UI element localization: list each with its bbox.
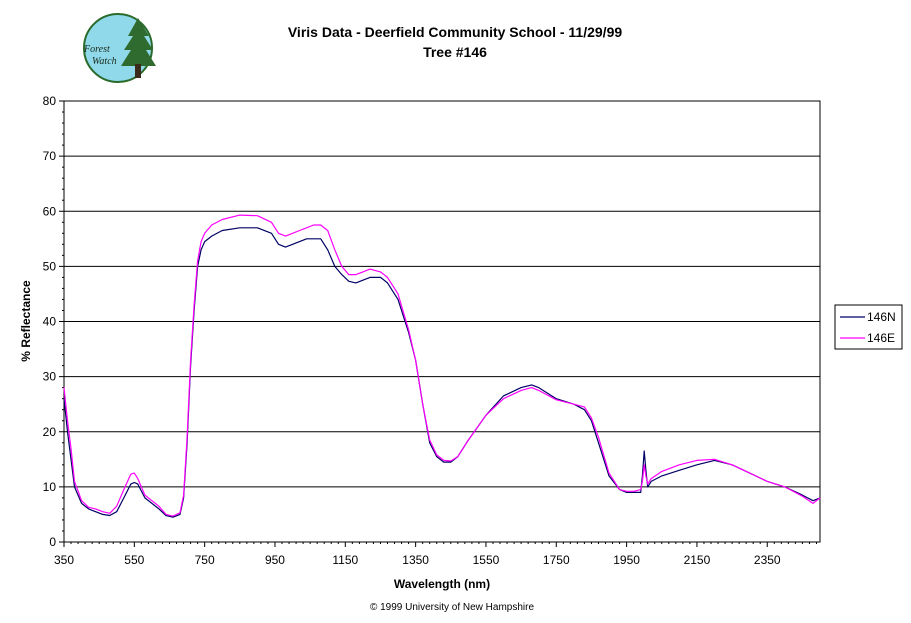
tree-trunk-icon [135, 64, 141, 78]
x-tick-label: 1150 [332, 553, 358, 567]
chart-subtitle: Tree #146 [423, 44, 487, 60]
x-tick-label: 2150 [684, 553, 711, 567]
logo-text-line2: Watch [92, 56, 117, 67]
legend-label-146N: 146N [867, 310, 896, 324]
y-tick-label: 60 [43, 204, 57, 218]
y-tick-label: 40 [43, 315, 57, 329]
forest-watch-logo: Forest Watch [83, 14, 156, 82]
copyright-text: © 1999 University of New Hampshire [370, 602, 535, 613]
x-tick-label: 950 [265, 553, 285, 567]
y-tick-label: 50 [43, 259, 57, 273]
x-tick-label: 1950 [613, 553, 640, 567]
y-tick-label: 30 [43, 370, 57, 384]
y-tick-label: 0 [49, 535, 56, 549]
legend-label-146E: 146E [867, 331, 895, 345]
y-axis: 0 10 20 30 40 50 60 70 80 [43, 94, 64, 549]
x-tick-label: 1350 [402, 553, 429, 567]
y-axis-label: % Reflectance [19, 280, 33, 362]
legend: 146N 146E [835, 305, 902, 349]
y-tick-label: 70 [43, 149, 57, 163]
y-tick-label: 10 [43, 480, 57, 494]
x-tick-label: 1750 [543, 553, 570, 567]
y-tick-label: 80 [43, 94, 57, 108]
x-tick-label: 750 [195, 553, 215, 567]
x-axis: 350 550 750 950 1150 1350 1550 1750 1950 2150 2350 [54, 542, 816, 567]
x-tick-label: 550 [124, 553, 144, 567]
x-tick-label: 350 [54, 553, 74, 567]
x-axis-label: Wavelength (nm) [394, 577, 490, 591]
x-tick-label: 2350 [754, 553, 781, 567]
logo-text-line1: Forest [83, 44, 110, 55]
y-tick-label: 20 [43, 425, 57, 439]
x-tick-label: 1550 [473, 553, 500, 567]
chart-title: Viris Data - Deerfield Community School … [288, 24, 623, 40]
